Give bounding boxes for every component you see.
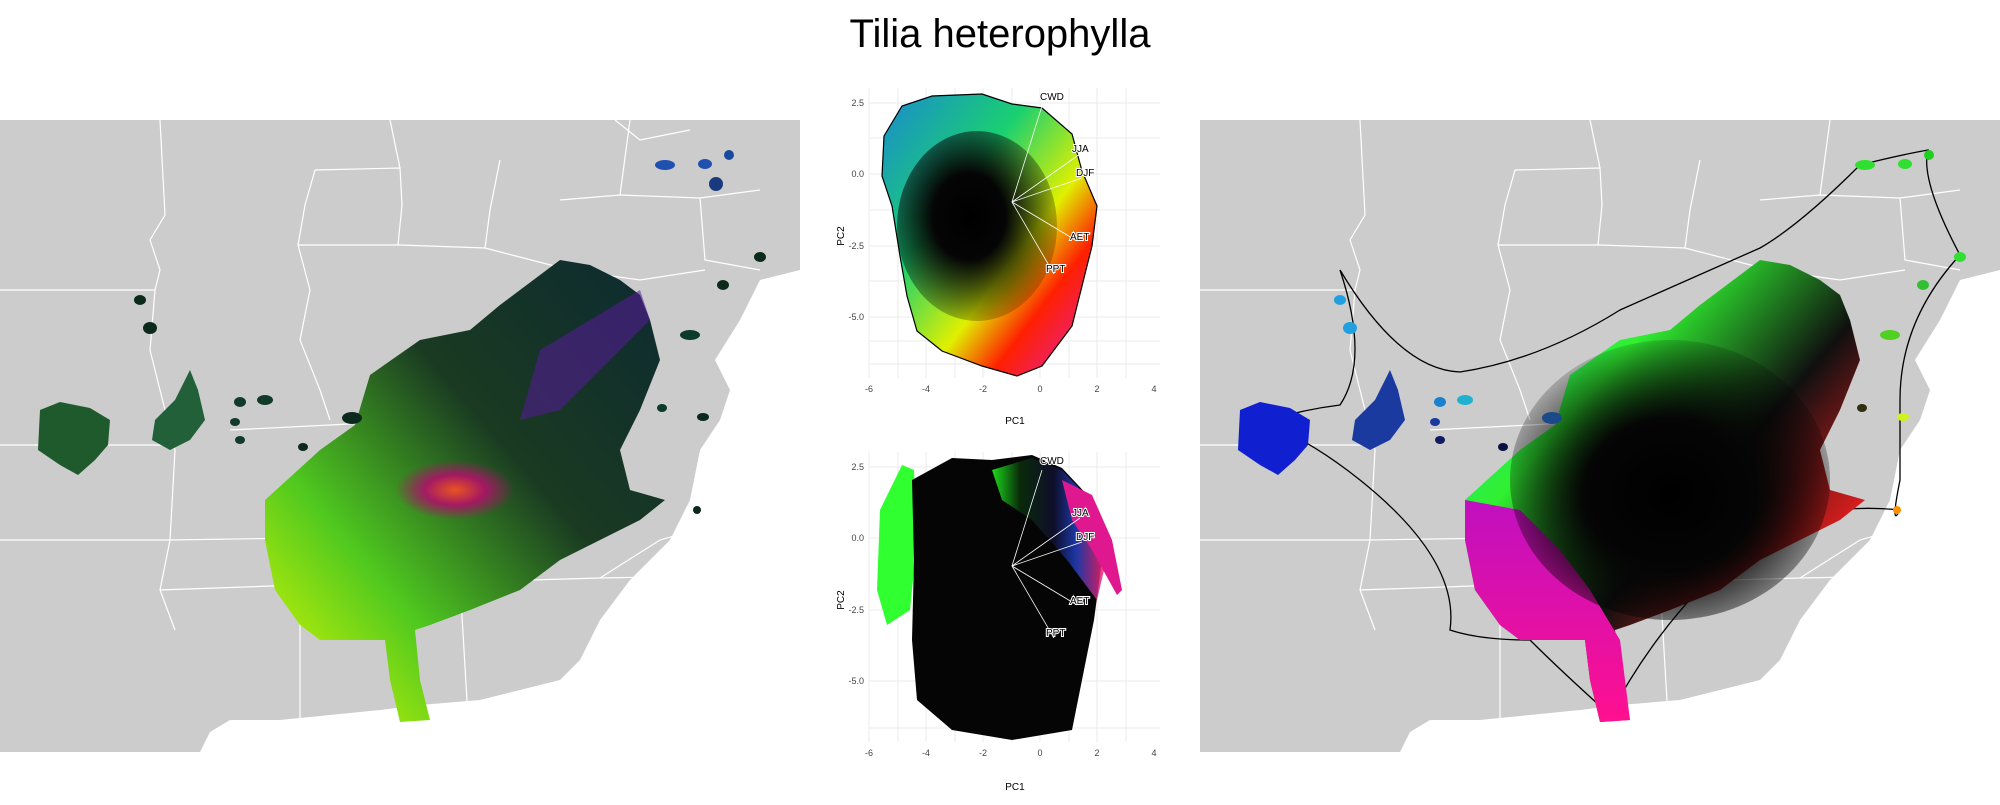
x-tick-label: -4 [922,748,930,758]
vector-label-djf: DJF [1076,532,1094,543]
pca-bottom-ylabel: PC2 [836,590,847,610]
range-outliers [38,150,766,514]
vector-label-cwd: CWD [1040,92,1064,103]
y-tick-label: 2.5 [851,462,864,472]
ocean [200,270,800,752]
x-tick-label: 4 [1151,384,1156,394]
pca-top-xlabel: PC1 [1005,416,1025,427]
x-tick-label: -4 [922,384,930,394]
y-tick-label: -2.5 [848,605,864,615]
pca-top-vector-labels: CWD JJA DJF AET PPT [1039,91,1095,276]
vector-label-jja: JJA [1072,144,1089,155]
y-tick-label: 2.5 [851,98,864,108]
pca-top-vectors [1011,105,1083,275]
vector-label-cwd: CWD [1040,456,1064,467]
pca-bottom-vector-labels: CWD JJA DJF AET PPT [1039,455,1095,640]
pca-bottom-vectors [1011,469,1083,639]
range-ridge [520,290,650,420]
pca-top-y-ticks: 2.5 0.0 -2.5 -5.0 [848,98,864,322]
y-tick-label: -2.5 [848,241,864,251]
pca-top-ylabel: PC2 [836,226,847,246]
x-tick-label: 2 [1094,384,1099,394]
climate-hull-outline [1261,149,1961,717]
pca-plot-top: CWD JJA DJF AET PPT -6 -4 -2 0 2 4 2.5 0.0 -2.5 -5.0… [832,76,1172,436]
x-tick-label: -2 [979,748,987,758]
pca-top-svg: CWD JJA DJF AET PPT -6 -4 -2 0 2 4 2.5 0.0 -2.5 -5.0… [836,88,1160,427]
pca-top-center [897,131,1057,321]
pca-bottom-xlabel: PC1 [1005,782,1025,793]
y-tick-label: -5.0 [848,312,864,322]
y-tick-label: 0.0 [851,169,864,179]
right-map-svg [1200,119,2000,753]
pca-plot-bottom: CWD JJA DJF AET PPT -6 -4 -2 0 2 4 2.5 0.0 -2.5 -5.0… [832,440,1172,800]
vector-label-ppt: PPT [1046,264,1065,275]
x-tick-label: 0 [1037,748,1042,758]
x-tick-label: 0 [1037,384,1042,394]
pca-bottom-y-ticks: 2.5 0.0 -2.5 -5.0 [848,462,864,686]
figure-title: Tilia heterophylla [849,12,1151,56]
pca-top-x-ticks: -6 -4 -2 0 2 4 [865,384,1157,394]
vector-label-djf: DJF [1076,168,1094,179]
x-tick-label: -6 [865,748,873,758]
left-map-svg [0,119,800,753]
pca-bottom-svg: CWD JJA DJF AET PPT -6 -4 -2 0 2 4 2.5 0.0 -2.5 -5.0… [836,452,1160,793]
vector-label-aet: AET [1070,232,1089,243]
range-outliers [1238,150,1966,514]
right-range-map [1200,119,2000,753]
range-hotspot [395,460,515,520]
y-tick-label: 0.0 [851,533,864,543]
ocean [1400,270,2000,752]
x-tick-label: 4 [1151,748,1156,758]
pca-bottom-magenta-cluster [1062,480,1122,595]
range-dark-core [1510,340,1830,620]
x-tick-label: -6 [865,384,873,394]
range-magenta-lobe [1465,500,1630,722]
x-tick-label: 2 [1094,748,1099,758]
pca-bottom-green-cluster [877,465,917,625]
vector-label-aet: AET [1070,596,1089,607]
x-tick-label: -2 [979,384,987,394]
pca-bottom-x-ticks: -6 -4 -2 0 2 4 [865,748,1157,758]
y-tick-label: -5.0 [848,676,864,686]
vector-label-ppt: PPT [1046,628,1065,639]
left-range-map [0,119,800,753]
vector-label-jja: JJA [1072,508,1089,519]
